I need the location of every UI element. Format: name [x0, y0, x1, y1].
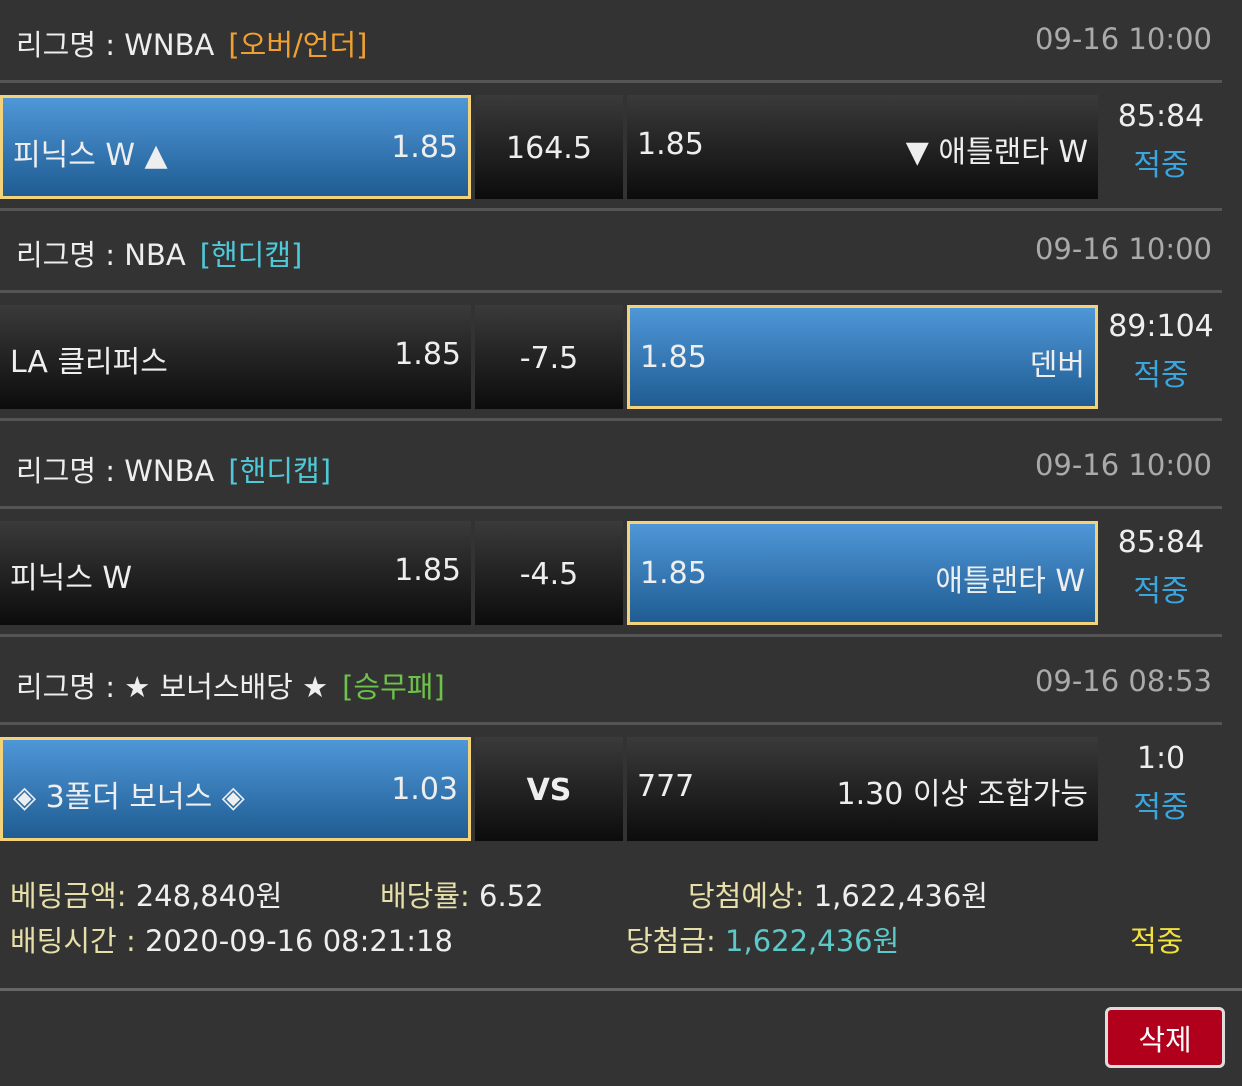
league-header: 리그명 : WNBA [핸디캡] 09-16 10:00 [0, 426, 1222, 509]
bet-type-tag: [핸디캡] [228, 454, 332, 488]
away-team: 덴버 [1029, 348, 1085, 383]
league-name: 리그명 : WNBA [16, 28, 215, 62]
match-date: 09-16 10:00 [1034, 22, 1212, 56]
home-team: LA 클리퍼스 [10, 345, 168, 380]
bet-type-tag: [핸디캡] [199, 238, 303, 272]
expected-win: 당첨예상: 1,622,436원 [688, 879, 988, 913]
match-result: 1:0 적중 [1100, 737, 1222, 826]
league-header: 리그명 : WNBA [오버/언더] 09-16 10:00 [0, 0, 1222, 83]
divider [0, 988, 1242, 991]
home-team: 피닉스 W [10, 561, 132, 596]
win-amount: 당첨금: 1,622,436원 [626, 924, 900, 958]
away-team: 1.30 이상 조합가능 [836, 777, 1088, 812]
league-name: 리그명 : NBA [16, 238, 186, 272]
home-option[interactable]: LA 클리퍼스 1.85 [0, 305, 471, 409]
away-option[interactable]: 777 1.30 이상 조합가능 [627, 737, 1098, 841]
bet-row: ◈ 3폴더 보너스 ◈ 1.03 VS 777 1.30 이상 조합가능 1:0 적중 [0, 737, 1222, 841]
away-team: ▼ 애틀랜타 W [905, 135, 1088, 170]
match-date: 09-16 10:00 [1034, 448, 1212, 482]
bet-item: 리그명 : NBA [핸디캡] 09-16 10:00 LA 클리퍼스 1.85 -… [0, 210, 1222, 426]
home-option[interactable]: ◈ 3폴더 보너스 ◈ 1.03 [0, 737, 471, 841]
bet-type-tag: [승무패] [342, 670, 445, 704]
home-odds: 1.03 [391, 772, 458, 807]
summary-result: 적중 [1130, 924, 1184, 958]
bet-item: 리그명 : ★ 보너스배당 ★ [승무패] 09-16 08:53 ◈ 3폴더 보… [0, 642, 1222, 858]
league-name: 리그명 : WNBA [16, 454, 215, 488]
match-date: 09-16 08:53 [1034, 664, 1212, 698]
handicap-value: -7.5 [475, 305, 623, 409]
bet-amount: 베팅금액: 248,840원 [10, 879, 283, 913]
home-odds: 1.85 [394, 337, 461, 372]
score: 85:84 [1117, 525, 1205, 560]
result-status: 적중 [1133, 358, 1189, 393]
league-name: 리그명 : ★ 보너스배당 ★ [16, 670, 329, 704]
home-option[interactable]: 피닉스 W 1.85 [0, 521, 471, 625]
bet-item: 리그명 : WNBA [오버/언더] 09-16 10:00 피닉스 W ▲ 1.8… [0, 0, 1222, 216]
away-odds: 1.85 [640, 556, 707, 591]
score: 1:0 [1136, 741, 1186, 776]
bet-row: 피닉스 W 1.85 -4.5 1.85 애틀랜타 W 85:84 적중 [0, 521, 1222, 625]
handicap-value: 164.5 [475, 95, 623, 199]
home-team: 피닉스 W ▲ [13, 138, 168, 173]
divider [0, 634, 1222, 637]
away-odds: 777 [637, 769, 695, 804]
match-result: 89:104 적중 [1100, 305, 1222, 394]
result-status: 적중 [1133, 790, 1189, 825]
bet-type-tag: [오버/언더] [228, 28, 368, 62]
bet-row: 피닉스 W ▲ 1.85 164.5 1.85 ▼ 애틀랜타 W 85:84 적중 [0, 95, 1222, 199]
away-option[interactable]: 1.85 ▼ 애틀랜타 W [627, 95, 1098, 199]
match-result: 85:84 적중 [1100, 521, 1222, 610]
home-team: ◈ 3폴더 보너스 ◈ [13, 780, 245, 815]
bet-item: 리그명 : WNBA [핸디캡] 09-16 10:00 피닉스 W 1.85 -4… [0, 426, 1222, 642]
away-odds: 1.85 [637, 127, 704, 162]
home-option[interactable]: 피닉스 W ▲ 1.85 [0, 95, 471, 199]
match-date: 09-16 10:00 [1034, 232, 1212, 266]
league-header: 리그명 : NBA [핸디캡] 09-16 10:00 [0, 210, 1222, 293]
away-option[interactable]: 1.85 덴버 [627, 305, 1098, 409]
odds-rate: 배당률: 6.52 [380, 879, 544, 913]
result-status: 적중 [1133, 148, 1189, 183]
away-option[interactable]: 1.85 애틀랜타 W [627, 521, 1098, 625]
divider [0, 208, 1222, 211]
delete-button[interactable]: 삭제 [1105, 1007, 1225, 1068]
handicap-value: VS [475, 737, 623, 841]
score: 89:104 [1108, 309, 1214, 344]
result-status: 적중 [1133, 574, 1189, 609]
bet-row: LA 클리퍼스 1.85 -7.5 1.85 덴버 89:104 적중 [0, 305, 1222, 409]
divider [0, 418, 1222, 421]
home-odds: 1.85 [391, 130, 458, 165]
bet-time: 배팅시간 : 2020-09-16 08:21:18 [10, 924, 453, 958]
score: 85:84 [1117, 99, 1205, 134]
away-team: 애틀랜타 W [935, 564, 1085, 599]
away-odds: 1.85 [640, 340, 707, 375]
handicap-value: -4.5 [475, 521, 623, 625]
home-odds: 1.85 [394, 553, 461, 588]
match-result: 85:84 적중 [1100, 95, 1222, 184]
league-header: 리그명 : ★ 보너스배당 ★ [승무패] 09-16 08:53 [0, 642, 1222, 725]
